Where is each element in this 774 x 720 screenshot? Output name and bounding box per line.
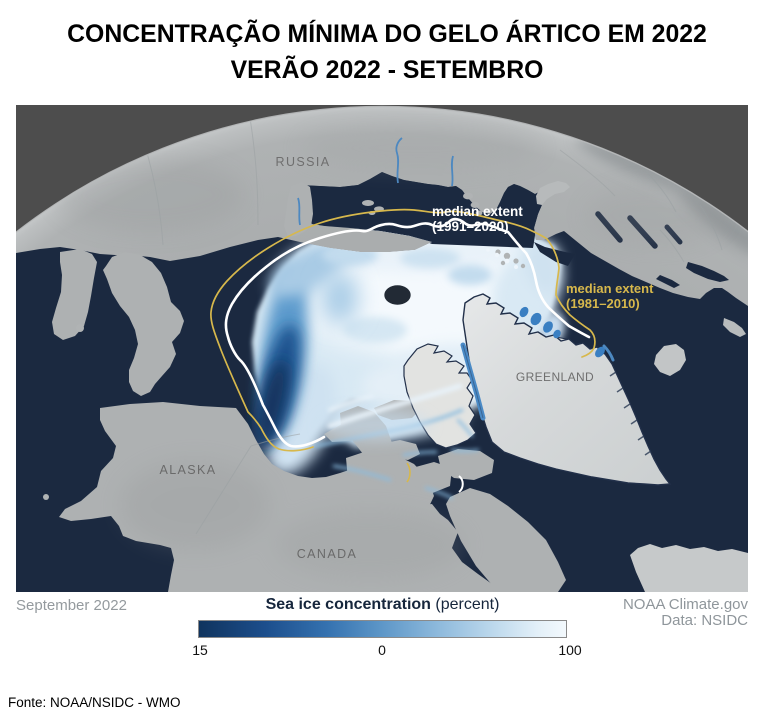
- svg-text:(1991–2020): (1991–2020): [432, 219, 509, 234]
- svg-text:median extent: median extent: [566, 281, 654, 296]
- svg-text:(1981–2010): (1981–2010): [566, 296, 640, 311]
- svg-text:CANADA: CANADA: [297, 547, 358, 561]
- svg-text:ALASKA: ALASKA: [159, 463, 216, 477]
- svg-text:RUSSIA: RUSSIA: [276, 155, 331, 169]
- svg-text:GREENLAND: GREENLAND: [516, 370, 594, 384]
- svg-text:median extent: median extent: [432, 204, 523, 219]
